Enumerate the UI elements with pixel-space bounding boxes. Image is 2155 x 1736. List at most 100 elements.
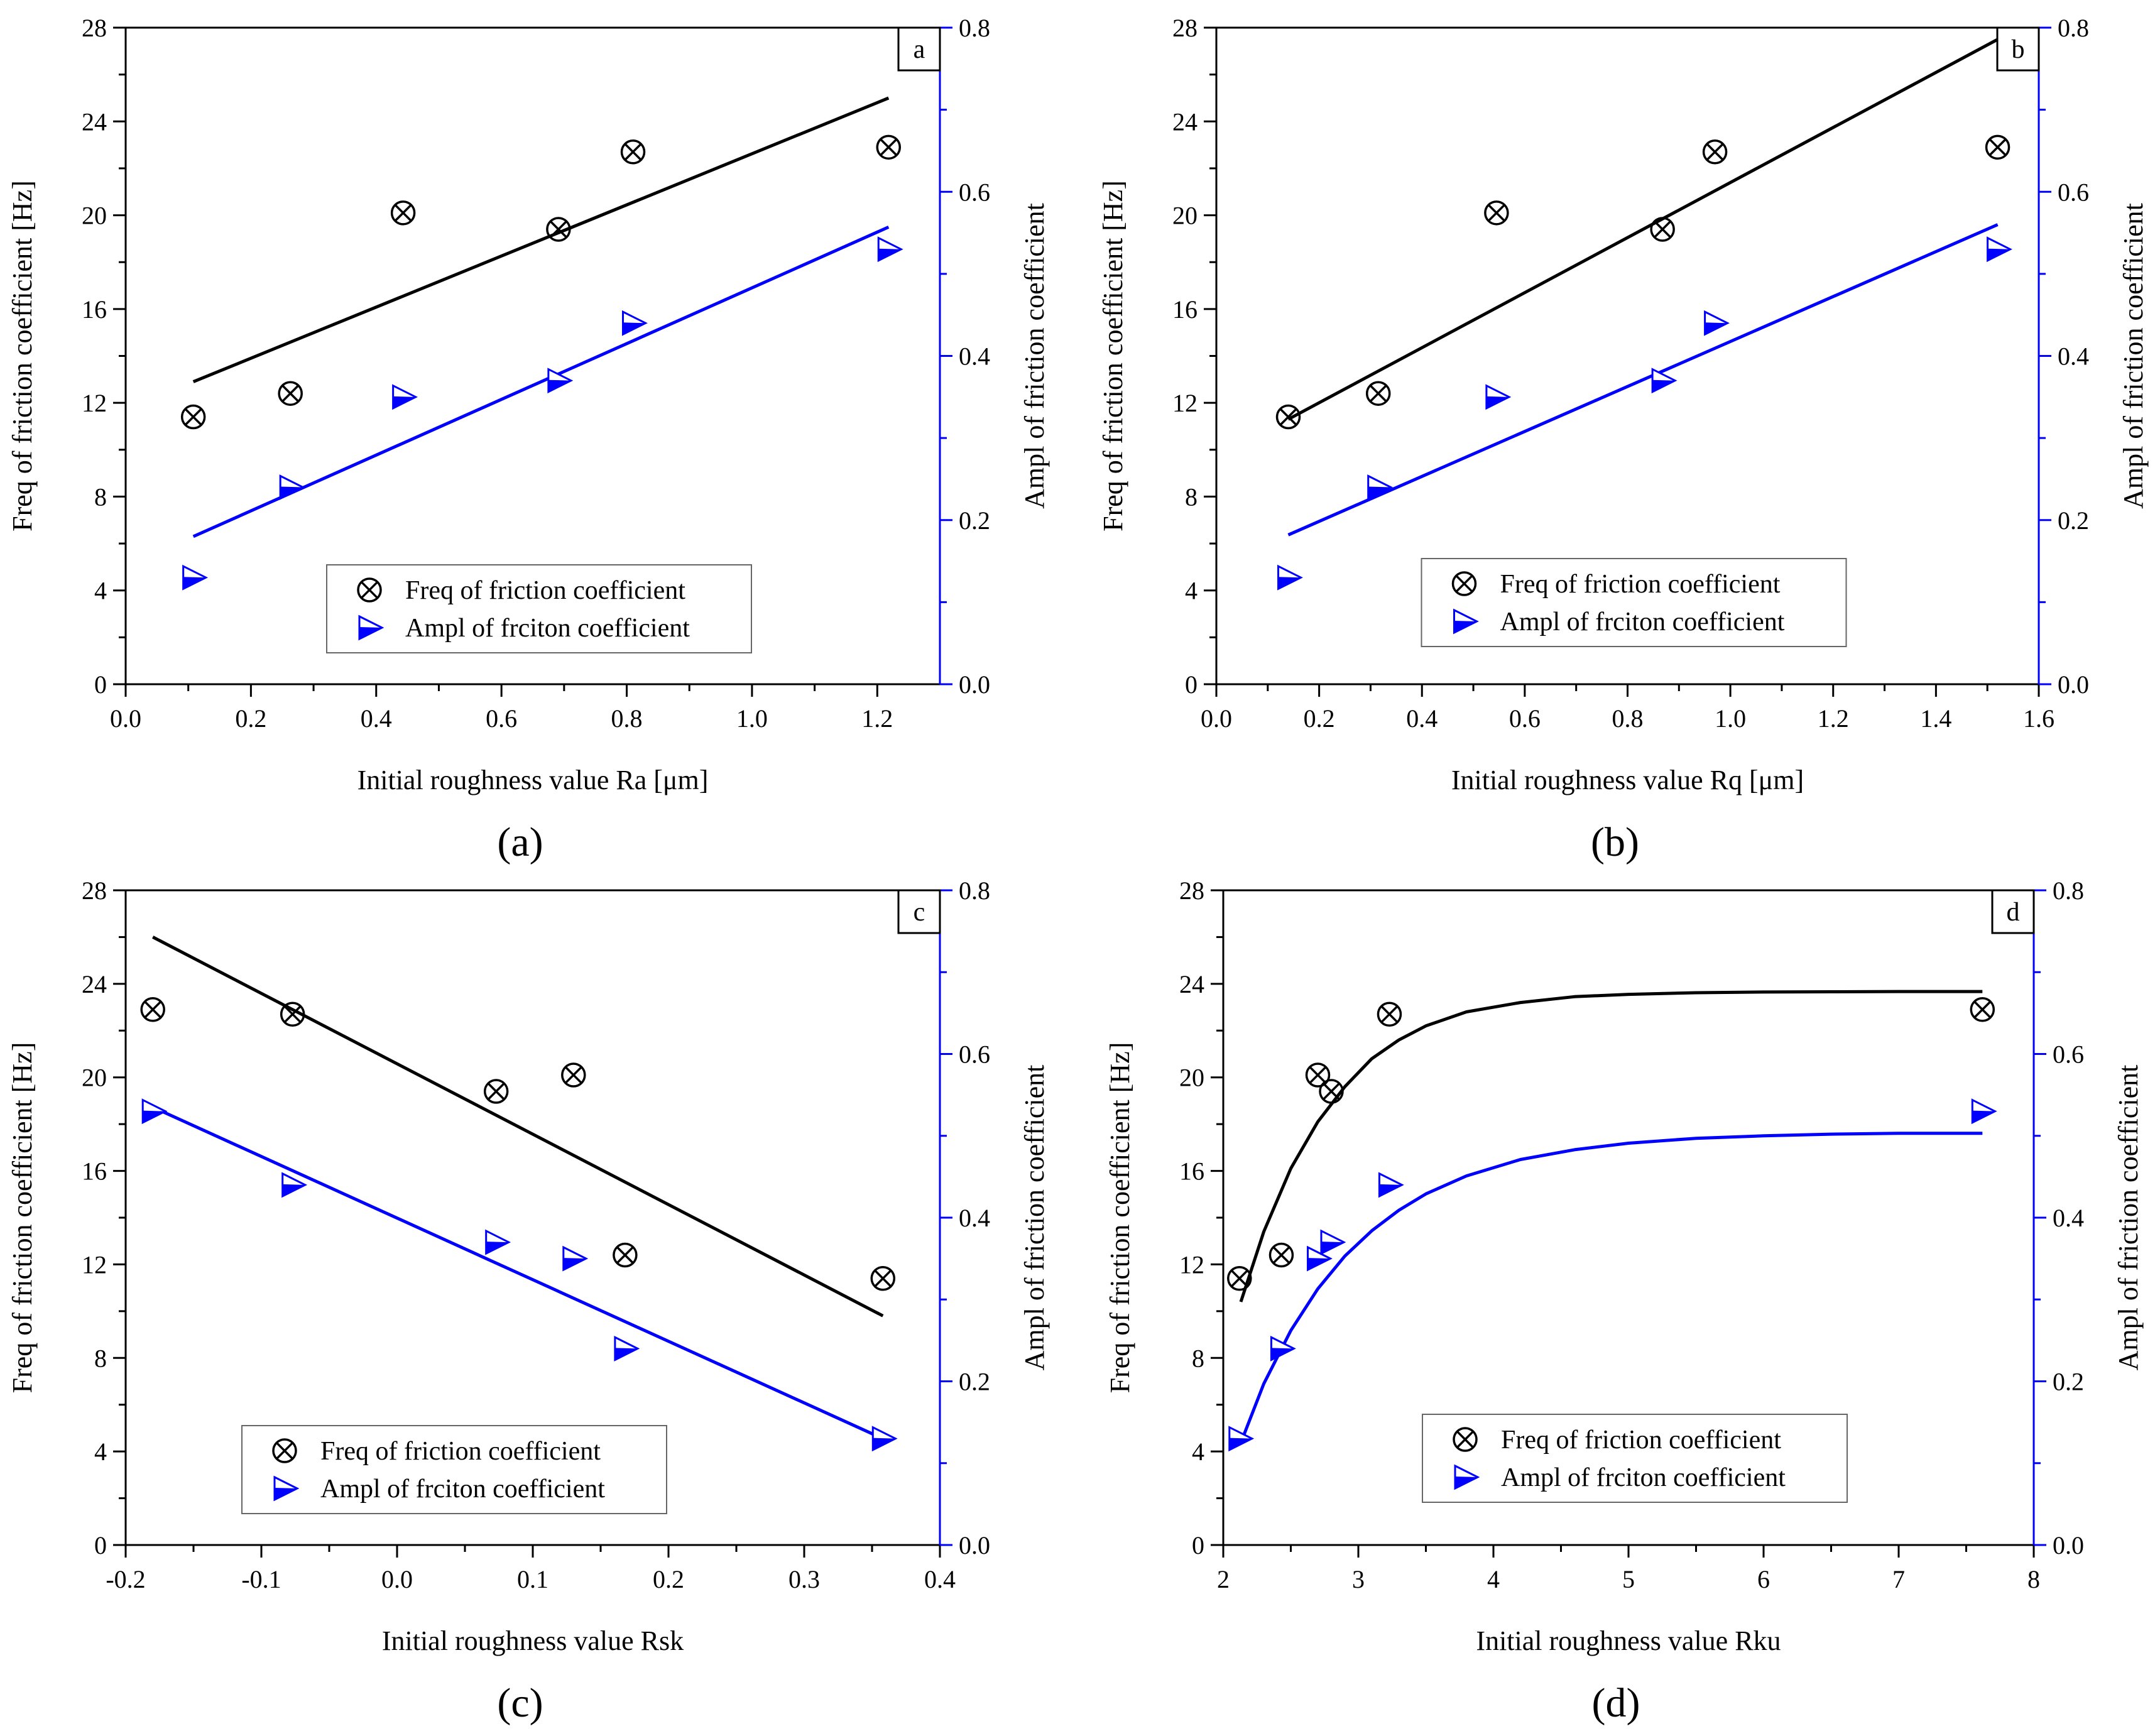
panel-label: b: [2012, 35, 2025, 64]
y-tick-label: 8: [1185, 483, 1198, 511]
x-tick-label: 6: [1757, 1565, 1770, 1593]
y-tick-label: 16: [82, 295, 107, 324]
y2-axis-title: Ampl of friction coefficient: [1019, 203, 1050, 509]
freq-data-point: [390, 200, 416, 226]
legend: Freq of friction coefficient Ampl of frci…: [1422, 1414, 1848, 1503]
ampl-data-point: [1277, 564, 1303, 591]
x-tick-label: 4: [1487, 1565, 1500, 1593]
triangle-marker-fill: [1307, 1258, 1331, 1270]
x-tick-label: -0.1: [241, 1565, 281, 1593]
y2-tick-label: 0.0: [2053, 1531, 2084, 1559]
ampl-data-point: [871, 1426, 898, 1452]
x-tick-label: 0.6: [1509, 704, 1541, 733]
y2-tick-label: 0.6: [2053, 1040, 2084, 1069]
x-tick-label: 0.4: [361, 704, 392, 733]
panel-label-box: [1996, 26, 2040, 72]
y-tick-label: 20: [1179, 1064, 1204, 1092]
circle-x-marker-ring: [1305, 1062, 1331, 1088]
freq-data-point: [180, 404, 206, 430]
ampl-data-point: [1270, 1335, 1296, 1362]
triangle-marker-fill: [1652, 379, 1676, 392]
ampl-fit-line: [192, 226, 890, 538]
x-tick-label: 8: [2027, 1565, 2040, 1593]
x-tick-label: 5: [1622, 1565, 1635, 1593]
x-tick-label: 0.8: [1612, 704, 1644, 733]
ampl-data-point: [1228, 1426, 1255, 1452]
y-tick-label: 0: [1192, 1531, 1204, 1559]
y-tick-label: 12: [82, 1250, 107, 1279]
y2-tick-label: 0.8: [2058, 14, 2089, 42]
triangle-marker-fill: [143, 1110, 166, 1123]
y2-tick-label: 0.0: [959, 670, 990, 699]
y-tick-label: 28: [1179, 876, 1204, 905]
circle-x-marker-cross: [1654, 221, 1672, 238]
circle-x-marker-ring: [870, 1266, 896, 1291]
panel-label-box: [897, 26, 941, 72]
ampl-data-point: [547, 368, 574, 394]
legend-freq-label: Freq of friction coefficient: [1501, 1426, 1781, 1455]
ampl-data-point: [562, 1245, 589, 1272]
triangle-marker-fill: [1368, 486, 1391, 499]
freq-data-point: [620, 139, 646, 165]
ampl-data-point: [1651, 368, 1678, 394]
circle-x-marker-ring: [278, 381, 303, 406]
legend-ampl-label: Ampl of frciton coefficient: [405, 614, 690, 643]
circle-x-marker-cross: [1230, 1269, 1248, 1287]
legend-ampl-marker: [273, 1475, 300, 1502]
y-tick-label: 28: [82, 14, 107, 42]
ampl-data-point: [1378, 1172, 1404, 1198]
legend-ampl-marker: [1453, 608, 1479, 635]
legend-freq-marker: [1451, 571, 1477, 596]
ampl-data-point: [622, 310, 648, 336]
circle-x-marker-ring: [1268, 1242, 1294, 1268]
triangle-marker-fill: [1454, 621, 1477, 633]
x-tick-label: 1.6: [2023, 704, 2054, 733]
circle-x-marker-cross: [1456, 1431, 1474, 1448]
triangle-marker-fill: [1972, 1110, 1995, 1123]
legend-ampl-marker: [1454, 1464, 1480, 1490]
legend: Freq of friction coefficient Ampl of frci…: [241, 1425, 667, 1514]
x-axis-title: Initial roughness value Rsk: [382, 1625, 684, 1656]
panel-caption: (d): [1592, 1680, 1640, 1726]
triangle-marker-fill: [393, 396, 416, 408]
circle-x-marker-ring: [1985, 134, 2010, 160]
y2-tick-label: 0.8: [959, 876, 990, 905]
ampl-data-point: [281, 1172, 308, 1198]
freq-data-point: [613, 1242, 638, 1268]
legend-box: [326, 564, 752, 653]
x-tick-label: 0.1: [517, 1565, 548, 1593]
ampl-data-point: [392, 384, 418, 410]
y-tick-label: 4: [1185, 577, 1198, 605]
ampl-data-point: [279, 474, 305, 500]
y2-axis-title: Ampl of friction coefficient: [1019, 1065, 1050, 1371]
y-tick-label: 0: [94, 670, 107, 699]
panel-label: c: [914, 898, 925, 927]
x-tick-label: 0.4: [924, 1565, 956, 1593]
legend-freq-marker: [1453, 1427, 1478, 1452]
x-tick-label: 0.3: [788, 1565, 820, 1593]
freq-data-point: [1305, 1062, 1331, 1088]
y-tick-label: 8: [1192, 1344, 1204, 1372]
circle-x-marker-ring: [140, 997, 165, 1022]
x-tick-label: 0.0: [110, 704, 141, 733]
circle-x-marker-ring: [1453, 1427, 1478, 1452]
y2-tick-label: 0.4: [2058, 342, 2089, 371]
panel-caption: (a): [497, 819, 543, 865]
panel-caption: (c): [497, 1680, 543, 1726]
triangle-marker-fill: [282, 1184, 305, 1196]
triangle-marker-fill: [1321, 1242, 1344, 1254]
circle-x-marker-ring: [357, 577, 382, 603]
y-tick-label: 20: [1172, 202, 1198, 230]
y-tick-label: 0: [94, 1531, 107, 1559]
chart-panel-d: 2 3 4 5 6 7 8 0 4 8 12 16 20 24 28 0.0 0.2 0.4 0.6 0.8 Initi…: [1105, 876, 2144, 1726]
freq-data-point: [278, 381, 303, 406]
y-tick-label: 24: [82, 970, 107, 998]
freq-data-point: [1319, 1079, 1344, 1104]
circle-x-marker-cross: [1279, 408, 1297, 426]
y-tick-label: 20: [82, 1064, 107, 1092]
x-tick-label: 1.4: [1920, 704, 1951, 733]
circle-x-marker-ring: [546, 217, 571, 242]
circle-x-marker-ring: [876, 134, 902, 160]
circle-x-marker-cross: [281, 385, 300, 403]
freq-fit-line: [192, 96, 890, 383]
